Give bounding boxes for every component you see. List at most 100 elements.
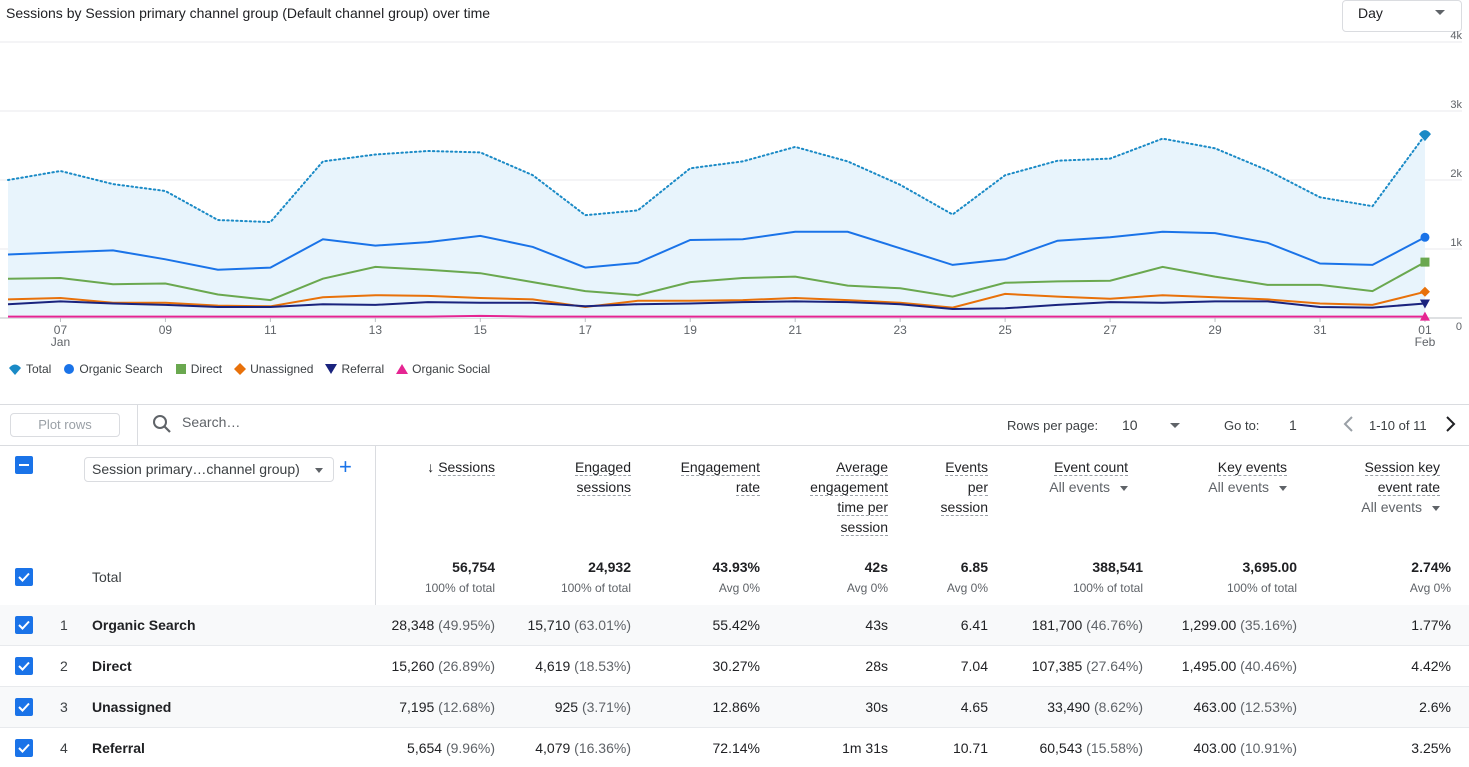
goto-input[interactable]: 1 (1289, 417, 1297, 433)
check-icon (18, 743, 30, 753)
minus-icon (19, 464, 29, 466)
table-row[interactable] (0, 605, 1469, 646)
event-filter-select[interactable]: All events (1208, 477, 1287, 497)
end-marker-unassigned (1419, 286, 1430, 297)
table-cell: 925 (3.71%) (555, 699, 631, 715)
row-checkbox[interactable] (15, 739, 33, 757)
table-cell: 181,700 (46.76%) (1032, 617, 1143, 633)
cell-value: 4,619 (535, 658, 571, 674)
col-header-label: session (840, 519, 888, 536)
legend-item-referral[interactable]: Referral (325, 362, 384, 376)
table-cell: 107,385 (27.64%) (1032, 658, 1143, 674)
row-number: 3 (60, 699, 68, 715)
dimension-select[interactable]: Session primary…channel group) (84, 457, 334, 482)
row-checkbox[interactable] (15, 698, 33, 716)
col-header-session-key-event-rate[interactable]: Session key event rate All events (1361, 457, 1440, 517)
chart-title: Sessions by Session primary channel grou… (6, 5, 491, 21)
cell-value: 181,700 (1031, 617, 1083, 633)
total-value: 6.85 (960, 559, 988, 575)
total-value: 56,754 (452, 559, 495, 575)
chevron-right-icon[interactable] (1443, 414, 1457, 434)
total-row-checkbox[interactable] (15, 568, 33, 586)
legend-item-direct[interactable]: Direct (175, 362, 222, 376)
table-cell: 5,654 (9.96%) (407, 740, 495, 756)
col-header-key-events[interactable]: Key events All events (1208, 457, 1287, 497)
x-tick-label: 27 (1103, 323, 1117, 337)
row-checkbox[interactable] (15, 616, 33, 634)
cell-percent: (63.01%) (570, 617, 631, 633)
cell-value: 7.04 (960, 658, 988, 674)
col-header-engaged-sessions[interactable]: Engaged sessions (574, 457, 631, 497)
add-dimension-button[interactable]: + (339, 454, 352, 479)
legend-label: Total (26, 362, 52, 376)
dimension-select-value: Session primary…channel group) (92, 461, 300, 477)
col-header-sessions[interactable]: ↓ Sessions (427, 457, 495, 477)
cell-percent: (10.91%) (1236, 740, 1297, 756)
search-input[interactable] (182, 414, 482, 430)
x-tick-label: 25 (998, 323, 1012, 337)
cell-value: 10.71 (952, 740, 988, 756)
col-header-label: time per (837, 499, 888, 516)
select-all-checkbox[interactable] (15, 456, 33, 474)
event-filter-select[interactable]: All events (1049, 477, 1128, 497)
x-tick-label: 13 (369, 323, 383, 337)
cell-value: 12.86% (712, 699, 760, 715)
table-row[interactable] (0, 728, 1469, 767)
col-header-engagement-rate[interactable]: Engagement rate (680, 457, 760, 497)
end-marker-referral (1419, 299, 1430, 309)
table-row[interactable] (0, 687, 1469, 728)
col-header-avg-engagement-time[interactable]: Average engagement time per session (810, 457, 888, 537)
row-checkbox[interactable] (15, 657, 33, 675)
cell-value: 1,495.00 (1181, 658, 1237, 674)
col-header-event-count[interactable]: Event count All events (1049, 457, 1128, 497)
legend-label: Referral (341, 362, 385, 376)
toolbar-divider (137, 405, 138, 445)
col-header-label: per (967, 479, 988, 496)
table-cell: 43s (865, 617, 888, 633)
cell-value: 3.25% (1411, 740, 1451, 756)
end-marker-direct (1420, 257, 1430, 267)
event-filter-select[interactable]: All events (1361, 497, 1440, 517)
cell-value: 463.00 (1193, 699, 1237, 715)
table-cell: 30.27% (713, 658, 760, 674)
legend-item-organic-search[interactable]: Organic Search (63, 362, 163, 376)
table-cell: 12.86% (713, 699, 760, 715)
plot-rows-button[interactable]: Plot rows (10, 413, 120, 437)
row-dimension-value[interactable]: Organic Search (92, 617, 196, 633)
total-subtext: Avg 0% (946, 581, 988, 595)
rows-per-page-select[interactable]: 10 (1122, 417, 1138, 433)
legend-item-unassigned[interactable]: Unassigned (234, 362, 313, 376)
table-cell: 60,543 (15.58%) (1039, 740, 1143, 756)
period-select[interactable]: Day (1342, 0, 1462, 32)
table-cell: 463.00 (12.53%) (1193, 699, 1297, 715)
col-header-label: event rate (1377, 479, 1440, 496)
cell-value: 30s (865, 699, 888, 715)
total-value: 3,695.00 (1242, 559, 1298, 575)
total-value: 388,541 (1092, 559, 1143, 575)
col-header-events-per-session[interactable]: Events per session (940, 457, 988, 517)
cell-percent: (8.62%) (1090, 699, 1143, 715)
col-header-label: session (940, 499, 988, 516)
legend-item-organic-social[interactable]: Organic Social (396, 362, 490, 376)
table-row[interactable] (0, 646, 1469, 687)
row-dimension-value[interactable]: Referral (92, 740, 145, 756)
row-dimension-value[interactable]: Direct (92, 658, 132, 674)
cell-value: 1.77% (1411, 617, 1451, 633)
legend-item-total[interactable]: Total (8, 362, 51, 376)
total-value: 42s (864, 559, 888, 575)
col-header-label: Sessions (438, 459, 495, 476)
sort-arrow-down-icon: ↓ (427, 459, 435, 475)
x-tick-label: 19 (684, 323, 698, 337)
table-cell: 28,348 (49.95%) (391, 617, 495, 633)
table-cell: 33,490 (8.62%) (1047, 699, 1143, 715)
series-line-organic-social (8, 314, 1425, 318)
x-tick-label: 21 (789, 323, 803, 337)
cell-percent: (49.95%) (434, 617, 495, 633)
row-dimension-value[interactable]: Unassigned (92, 699, 172, 715)
caret-down-icon[interactable] (1170, 423, 1180, 428)
table-cell: 2.6% (1419, 699, 1451, 715)
chevron-left-icon[interactable] (1342, 414, 1356, 434)
circle-marker-icon (64, 364, 75, 374)
col-header-label: rate (735, 479, 760, 496)
